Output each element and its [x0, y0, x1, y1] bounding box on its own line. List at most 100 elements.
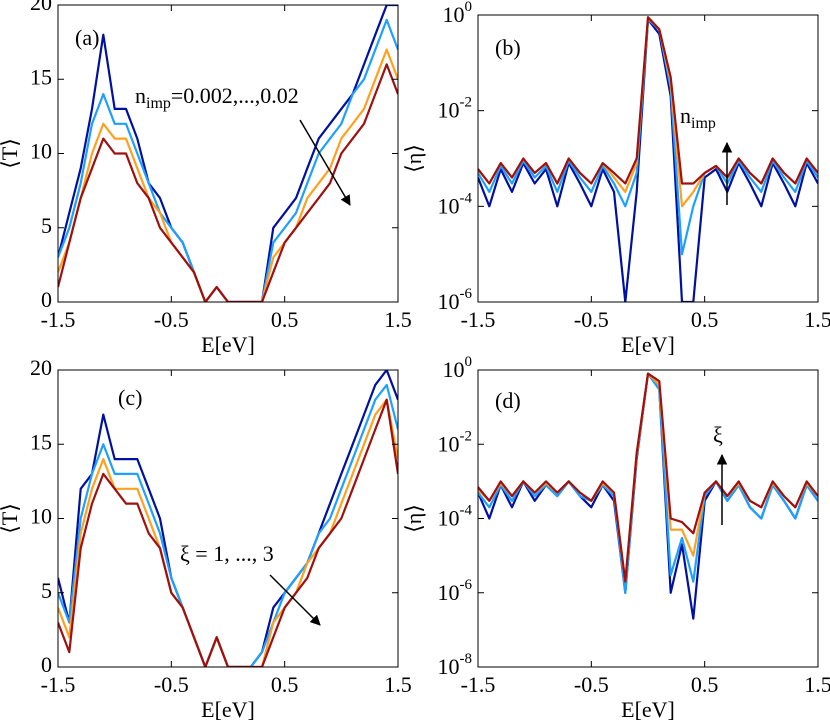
x-axis-label: E[eV]	[621, 697, 675, 722]
y-tick-label: 0	[41, 287, 52, 312]
x-tick-label: -0.5	[154, 307, 189, 332]
y-tick-label: 15	[30, 429, 52, 454]
y-tick-label: 10-4	[438, 503, 473, 531]
tick-base: 10	[438, 654, 460, 679]
tick-base: 10	[443, 357, 465, 382]
tick-exponent: -6	[460, 286, 473, 302]
x-tick-label: 0.5	[691, 307, 719, 332]
series-line	[58, 18, 398, 302]
tick-exponent: -2	[460, 95, 473, 111]
annotation-text: n	[680, 103, 691, 128]
annotation: nimp	[680, 103, 716, 132]
annotation: ξ	[713, 422, 723, 447]
annotation-text: ξ	[713, 422, 723, 447]
series-line	[58, 370, 398, 667]
tick-base: 10	[438, 289, 460, 314]
y-tick-label: 10-6	[438, 577, 473, 605]
tick-base: 10	[438, 193, 460, 218]
annotation-sub: imp	[691, 115, 716, 132]
series-line	[478, 372, 818, 594]
plot-area	[478, 16, 818, 302]
x-tick-label: 1.5	[384, 307, 412, 332]
panel-label: (c)	[118, 385, 142, 410]
axes-frame	[57, 4, 399, 303]
y-tick-label: 100	[443, 0, 473, 27]
y-tick-label: 10	[30, 139, 52, 164]
tick-base: 10	[438, 98, 460, 123]
y-tick-label: 10-6	[438, 286, 473, 314]
plot-area	[58, 5, 398, 302]
tick-exponent: 0	[465, 354, 473, 370]
tick-base: 10	[443, 2, 465, 27]
series-line	[478, 18, 818, 256]
series-line	[58, 48, 398, 302]
series-line	[478, 372, 818, 583]
x-tick-label: 0.5	[271, 307, 299, 332]
y-tick-label: 10-8	[438, 651, 473, 679]
x-tick-label: -1.5	[461, 307, 496, 332]
series-line	[58, 383, 398, 667]
series-line	[478, 372, 818, 583]
tick-exponent: -6	[460, 577, 473, 593]
y-tick-label: 5	[41, 213, 52, 238]
series-line	[58, 5, 398, 302]
annotation-text: n	[135, 83, 146, 108]
annotation-rest: =0.002,...,0.02	[171, 83, 299, 108]
series-line	[478, 18, 818, 302]
x-tick-label: 0.5	[691, 672, 719, 697]
x-tick-label: -1.5	[461, 672, 496, 697]
y-tick-label: 5	[41, 578, 52, 603]
annotation-arrow	[299, 119, 351, 206]
y-tick-label: 100	[443, 354, 473, 382]
y-tick-label: 10-2	[438, 429, 473, 457]
annotation-sub: imp	[146, 95, 171, 112]
annotation-arrow	[269, 574, 321, 626]
y-tick-label: 20	[30, 0, 52, 15]
x-tick-label: 1.5	[804, 672, 830, 697]
series-line	[478, 16, 818, 185]
x-axis-label: E[eV]	[201, 697, 255, 722]
x-tick-label: -0.5	[574, 672, 609, 697]
x-axis-label: E[eV]	[621, 332, 675, 357]
tick-exponent: -8	[460, 651, 473, 667]
panel-label: (a)	[75, 25, 99, 50]
x-tick-label: 1.5	[804, 307, 830, 332]
tick-base: 10	[438, 580, 460, 605]
axes-frame	[477, 14, 819, 303]
tick-base: 10	[438, 506, 460, 531]
y-axis-label: ⟨η⟩	[401, 504, 426, 533]
y-tick-label: 10-4	[438, 191, 473, 219]
x-tick-label: -1.5	[41, 672, 76, 697]
y-tick-label: 10	[30, 504, 52, 529]
y-tick-label: 15	[30, 64, 52, 89]
tick-exponent: -4	[460, 503, 473, 519]
series-line	[58, 63, 398, 302]
axes-frame	[57, 369, 399, 668]
y-tick-label: 10-2	[438, 95, 473, 123]
annotation: nimp=0.002,...,0.02	[135, 83, 299, 112]
y-axis-label: ⟨T⟩	[0, 138, 22, 169]
panel-label: (d)	[495, 388, 521, 413]
x-axis-label: E[eV]	[201, 332, 255, 357]
annotation: ξ = 1, ..., 3	[180, 541, 274, 566]
x-tick-label: -1.5	[41, 307, 76, 332]
axes-frame	[477, 369, 819, 668]
tick-base: 10	[438, 431, 460, 456]
panel-label: (b)	[495, 35, 521, 60]
annotation-text: ξ = 1, ..., 3	[180, 541, 274, 566]
x-tick-label: -0.5	[154, 672, 189, 697]
tick-exponent: -4	[460, 191, 473, 207]
x-tick-label: 1.5	[384, 672, 412, 697]
series-line	[58, 398, 398, 667]
tick-exponent: 0	[465, 0, 473, 15]
y-axis-label: ⟨T⟩	[0, 503, 22, 534]
plot-area	[478, 372, 818, 620]
x-tick-label: -0.5	[574, 307, 609, 332]
y-tick-label: 0	[41, 652, 52, 677]
tick-exponent: -2	[460, 429, 473, 445]
y-axis-label: ⟨η⟩	[401, 144, 426, 173]
x-tick-label: 0.5	[271, 672, 299, 697]
y-tick-label: 20	[30, 355, 52, 380]
plot-area	[58, 370, 398, 667]
